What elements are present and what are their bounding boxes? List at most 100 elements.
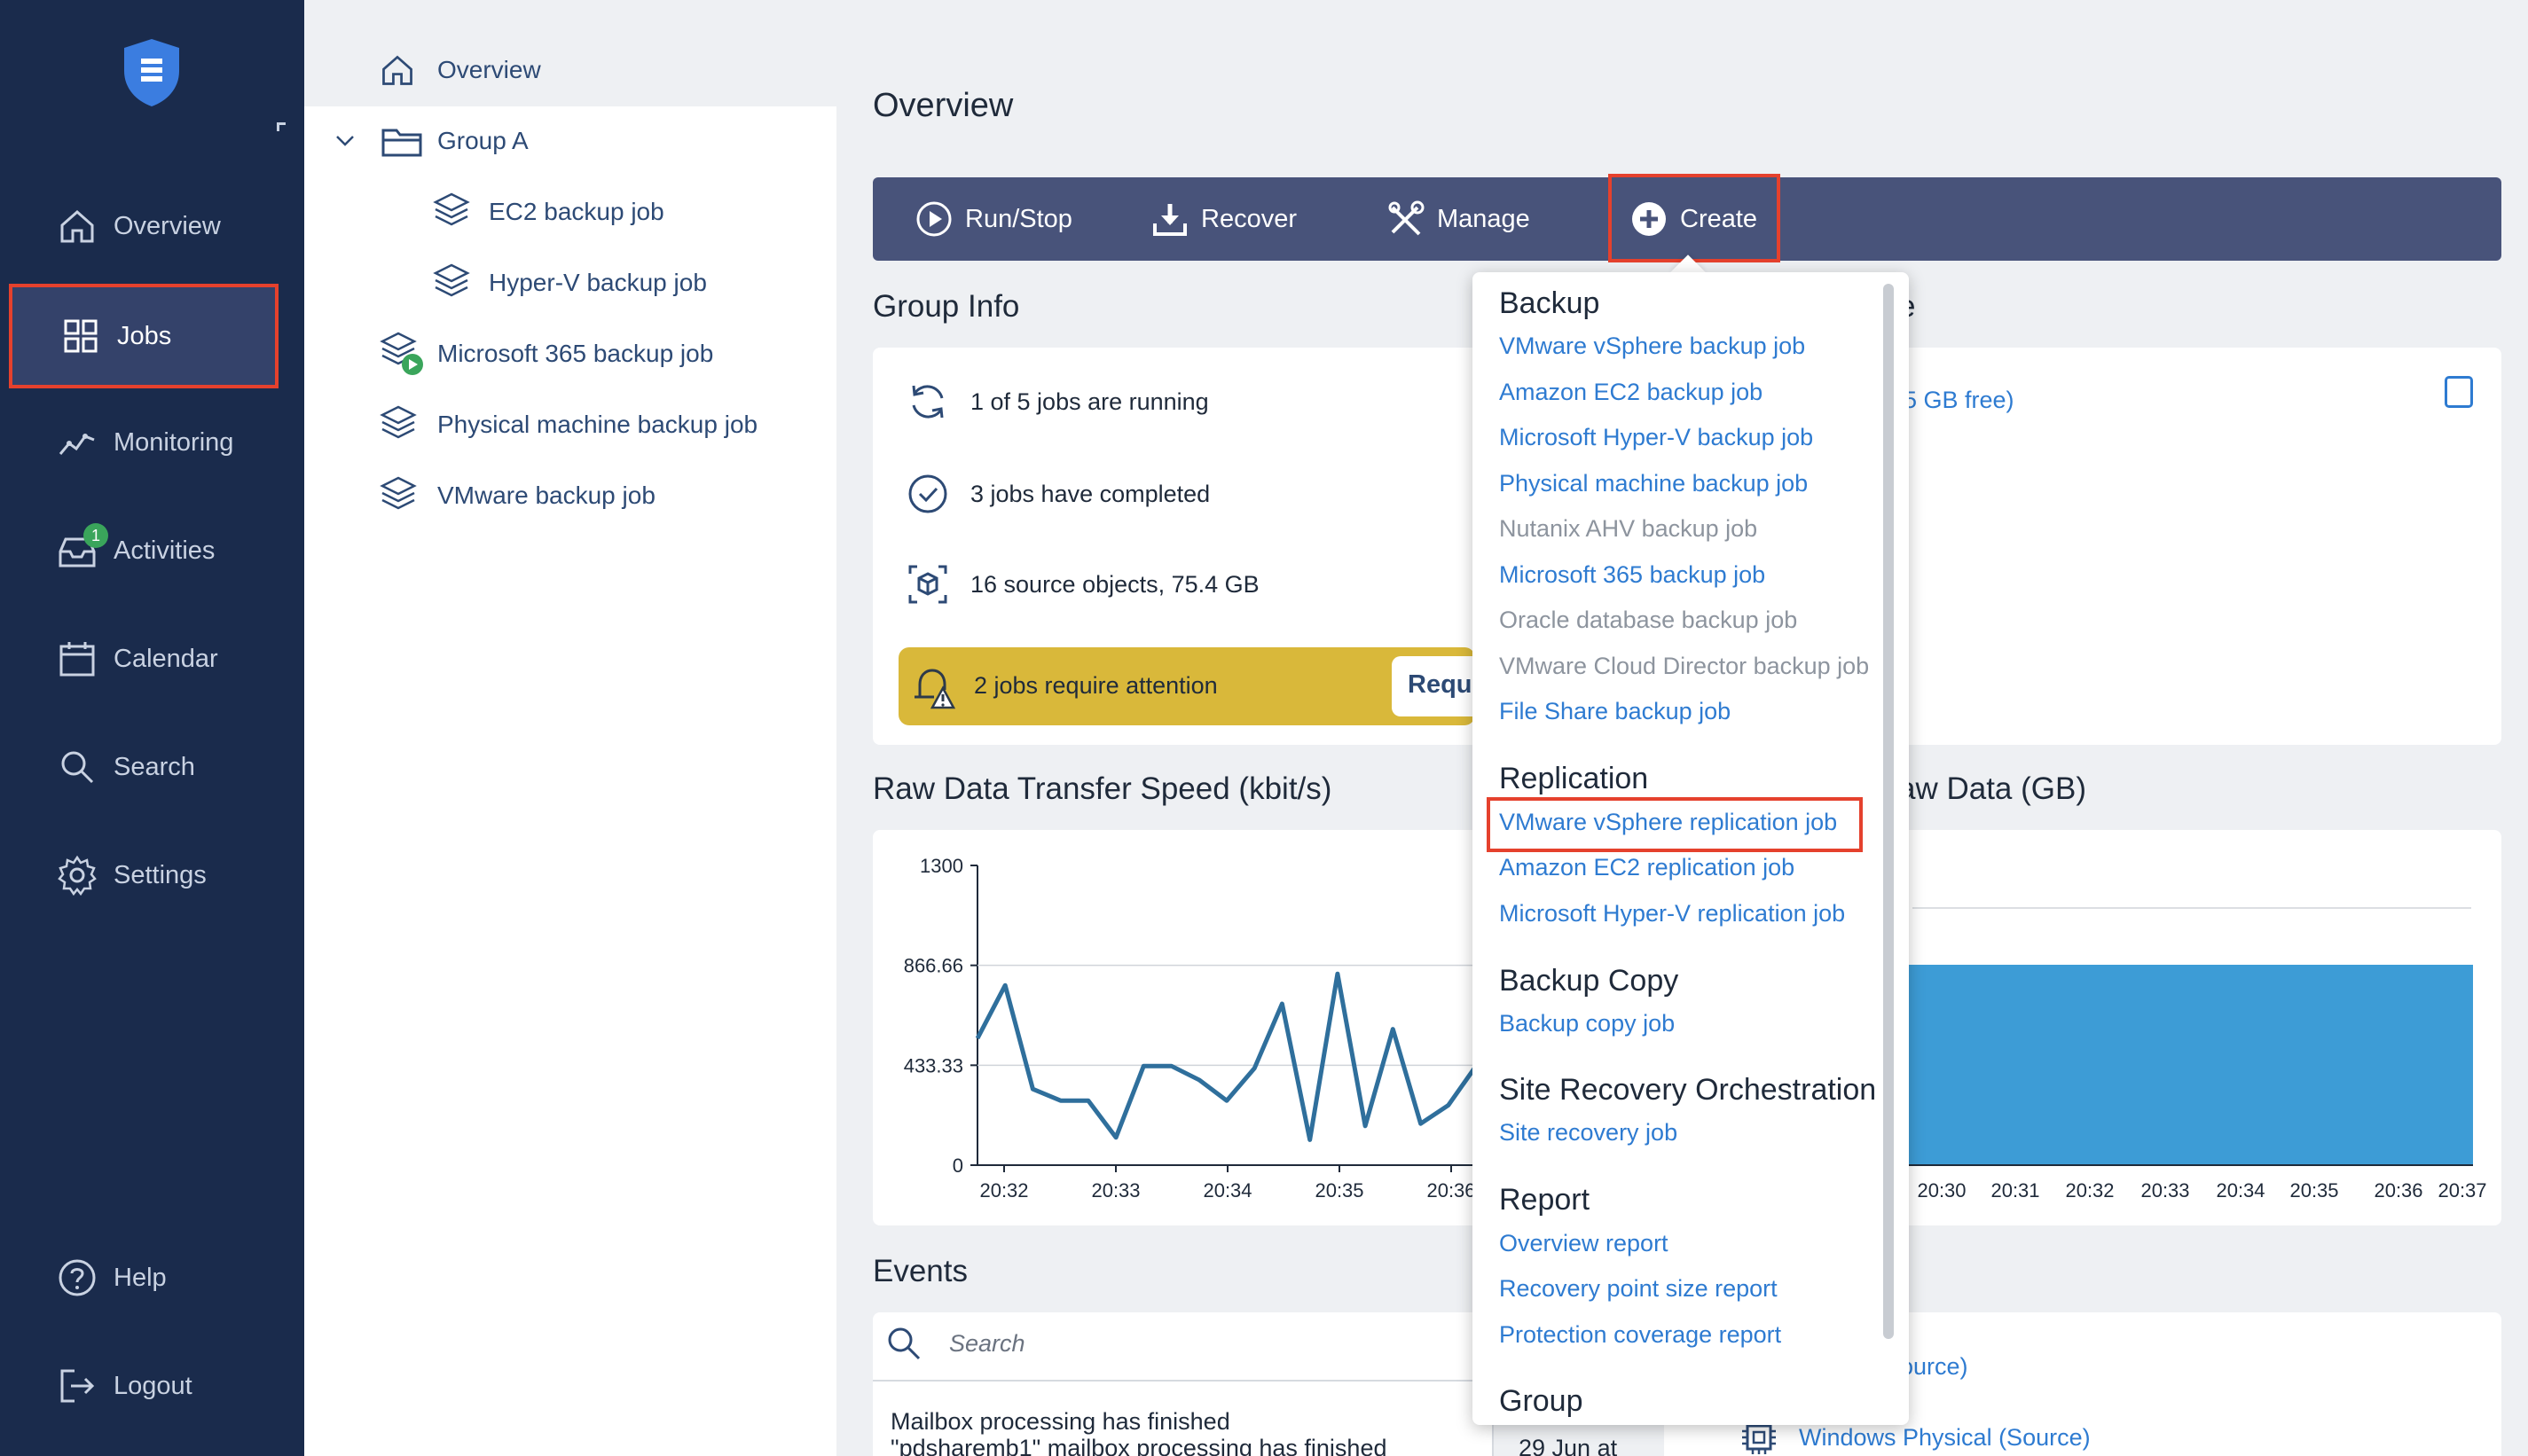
menu-item-amazon-ec2-replication[interactable]: Amazon EC2 replication job	[1499, 854, 1795, 881]
events-search-input[interactable]: Search	[949, 1330, 1025, 1357]
x-tick-label: 20:35	[1315, 1179, 1363, 1202]
tree-item-label: EC2 backup job	[489, 198, 664, 225]
bell-warning-icon	[915, 669, 956, 709]
chevron-down-icon[interactable]	[334, 130, 356, 152]
menu-item-hyperv-backup[interactable]: Microsoft Hyper-V backup job	[1499, 424, 1814, 450]
tree-item-label: Group A	[437, 127, 529, 154]
nav-item-jobs[interactable]: Jobs	[9, 284, 279, 388]
activities-badge: 1	[83, 523, 108, 548]
nav-label: Search	[114, 752, 195, 781]
nav-item-calendar[interactable]: Calendar	[0, 610, 304, 708]
inbox-icon	[59, 537, 96, 568]
nav-item-search[interactable]: Search	[0, 718, 304, 816]
tree-item-label: Physical machine backup job	[437, 411, 758, 438]
object-link-1[interactable]: ource)	[1900, 1353, 1968, 1380]
recover-button[interactable]: Recover	[1151, 177, 1297, 261]
dropdown-scrollbar[interactable]	[1883, 284, 1894, 1339]
menu-item-hyperv-replication[interactable]: Microsoft Hyper-V replication job	[1499, 900, 1846, 927]
menu-item-protection-coverage-report[interactable]: Protection coverage report	[1499, 1321, 1782, 1348]
y-tick-label: 0	[953, 1155, 963, 1177]
dropdown-heading-group: Group	[1499, 1384, 1583, 1418]
job-tree-panel: Overview Group A EC2 backup job Hyper-V …	[304, 0, 836, 1456]
x-tick-label: 20:36	[2374, 1179, 2422, 1202]
menu-item-vmware-vsphere-backup[interactable]: VMware vSphere backup job	[1499, 333, 1806, 359]
x-tick-label: 20:34	[2216, 1179, 2265, 1202]
create-button-highlight	[1608, 174, 1780, 262]
recover-label: Recover	[1201, 204, 1297, 233]
x-tick-label: 20:32	[2065, 1179, 2114, 1202]
nav-label: Activities	[114, 536, 216, 565]
grid-icon	[64, 319, 98, 353]
nav-label: Overview	[114, 211, 221, 240]
nav-item-help[interactable]: Help	[0, 1229, 304, 1327]
collapse-corner-icon[interactable]	[277, 122, 286, 131]
job-stack-icon	[433, 263, 470, 297]
menu-item-recovery-point-report[interactable]: Recovery point size report	[1499, 1275, 1778, 1302]
menu-item-overview-report[interactable]: Overview report	[1499, 1230, 1668, 1256]
object-link-2[interactable]: Windows Physical (Source)	[1799, 1424, 2091, 1451]
main-navigation: Overview Jobs Monitoring 1 Activities Ca…	[0, 0, 304, 1456]
cube-icon	[908, 565, 947, 604]
x-tick-label: 20:35	[2289, 1179, 2338, 1202]
menu-item-backup-copy[interactable]: Backup copy job	[1499, 1010, 1676, 1037]
dropdown-heading-site-recovery: Site Recovery Orchestration	[1499, 1073, 1877, 1107]
dropdown-heading-backup-copy: Backup Copy	[1499, 964, 1679, 998]
menu-item-vmware-vsphere-replication[interactable]: VMware vSphere replication job	[1499, 809, 1838, 835]
dropdown-heading-report: Report	[1499, 1183, 1590, 1217]
menu-item-site-recovery[interactable]: Site recovery job	[1499, 1119, 1678, 1146]
menu-item-vcd-backup: VMware Cloud Director backup job	[1499, 653, 1870, 679]
nav-label: Help	[114, 1263, 167, 1292]
manage-button[interactable]: Manage	[1387, 177, 1530, 261]
nav-item-activities[interactable]: 1 Activities	[0, 502, 304, 599]
refresh-icon	[912, 385, 944, 419]
raw-data-chart: 20:30 20:31 20:32 20:33 20:34 20:35 20:36 20:37	[1905, 907, 2487, 1202]
nav-label: Calendar	[114, 644, 218, 673]
group-info-title: Group Info	[873, 289, 1020, 324]
x-tick-label: 20:37	[2438, 1179, 2486, 1202]
tree-item-label: VMware backup job	[437, 481, 656, 509]
play-circle-icon	[916, 201, 952, 237]
nav-label: Settings	[114, 860, 207, 889]
toolbar: Run/Stop Recover Manage Create	[873, 177, 2501, 261]
jobs-completed-text: 3 jobs have completed	[970, 480, 1211, 507]
search-icon	[888, 1327, 921, 1360]
event-row-title[interactable]: Mailbox processing has finished	[891, 1408, 1230, 1435]
nav-item-monitoring[interactable]: Monitoring	[0, 394, 304, 491]
menu-item-m365-backup[interactable]: Microsoft 365 backup job	[1499, 561, 1766, 588]
check-circle-icon	[908, 474, 947, 513]
nav-item-settings[interactable]: Settings	[0, 826, 304, 924]
menu-item-file-share-backup[interactable]: File Share backup job	[1499, 698, 1731, 724]
y-tick-label: 433.33	[904, 1054, 963, 1076]
requests-button[interactable]: Requ	[1392, 656, 1475, 716]
nav-item-overview[interactable]: Overview	[0, 177, 304, 275]
monitoring-icon	[59, 434, 95, 455]
menu-item-physical-backup[interactable]: Physical machine backup job	[1499, 470, 1809, 497]
folder-icon	[381, 129, 422, 157]
y-tick-label: 866.66	[904, 955, 963, 977]
job-stack-icon	[380, 405, 417, 439]
y-tick-label: 1300	[920, 855, 963, 877]
page-title: Overview	[873, 87, 1014, 124]
storage-free-text[interactable]: 5 GB free)	[1904, 387, 2014, 413]
source-objects-text: 16 source objects, 75.4 GB	[970, 570, 1260, 598]
raw-data-chart-title: aw Data (GB)	[1898, 771, 2086, 806]
jobs-completed-row: 3 jobs have completed	[907, 472, 1439, 516]
replication-item-highlight	[1487, 797, 1863, 852]
menu-item-oracle-backup: Oracle database backup job	[1499, 607, 1798, 633]
create-button[interactable]: Create	[1630, 177, 1757, 261]
job-stack-icon	[380, 476, 417, 510]
attention-banner[interactable]: 2 jobs require attention Requ	[899, 647, 1475, 725]
tree-item-label: Overview	[437, 56, 541, 83]
transfer-chart-card	[873, 830, 1494, 1225]
run-stop-button[interactable]: Run/Stop	[915, 177, 1072, 261]
x-tick-label: 20:31	[1990, 1179, 2039, 1202]
nav-item-logout[interactable]: Logout	[0, 1337, 304, 1435]
home-icon	[382, 55, 412, 85]
job-running-icon	[380, 332, 423, 375]
events-divider	[873, 1380, 1494, 1382]
menu-item-amazon-ec2-backup[interactable]: Amazon EC2 backup job	[1499, 379, 1763, 405]
events-card	[873, 1312, 1494, 1456]
jobs-running-row: 1 of 5 jobs are running	[907, 380, 1439, 424]
help-icon	[59, 1259, 96, 1296]
storage-checkbox[interactable]	[2445, 376, 2473, 408]
